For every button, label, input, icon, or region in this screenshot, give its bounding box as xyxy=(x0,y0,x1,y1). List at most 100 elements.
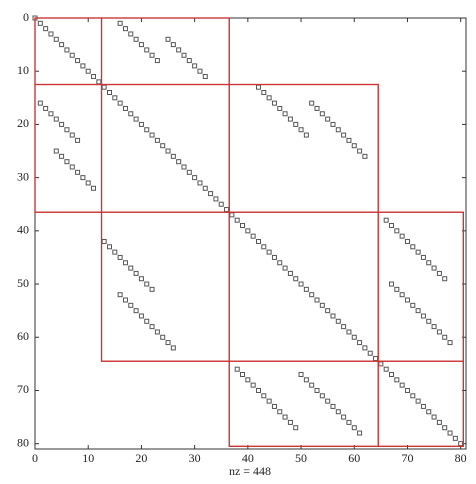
nonzero-marker xyxy=(69,132,75,138)
x-tick-label: 70 xyxy=(401,451,413,465)
nonzero-marker xyxy=(144,127,150,133)
nonzero-marker xyxy=(335,409,341,415)
nonzero-marker xyxy=(325,308,331,314)
nonzero-marker xyxy=(59,121,65,127)
nonzero-marker xyxy=(69,52,75,58)
nonzero-marker xyxy=(314,105,320,111)
nonzero-marker xyxy=(330,403,336,409)
nonzero-marker xyxy=(404,297,410,303)
nonzero-marker xyxy=(133,308,139,314)
nonzero-marker xyxy=(383,366,389,372)
nonzero-marker xyxy=(319,393,325,399)
nonzero-marker xyxy=(298,127,304,133)
nonzero-marker xyxy=(192,175,198,181)
nonzero-marker xyxy=(160,143,166,149)
nonzero-marker xyxy=(250,382,256,388)
nonzero-marker xyxy=(261,89,267,95)
nonzero-marker xyxy=(309,292,315,298)
nonzero-marker xyxy=(282,111,288,117)
nonzero-marker xyxy=(362,153,368,159)
nonzero-marker xyxy=(287,419,293,425)
x-tick-label: 0 xyxy=(32,451,38,465)
nonzero-marker xyxy=(149,286,155,292)
nonzero-marker xyxy=(117,254,123,260)
y-tick-label: 50 xyxy=(17,276,29,290)
plot-frame xyxy=(34,17,467,450)
nonzero-marker xyxy=(431,324,437,330)
nonzero-marker xyxy=(277,105,283,111)
nonzero-marker xyxy=(85,68,91,74)
nonzero-marker xyxy=(117,20,123,26)
nonzero-marker xyxy=(229,212,235,218)
nonzero-marker xyxy=(410,244,416,250)
nonzero-marker xyxy=(335,127,341,133)
nonzero-marker xyxy=(378,361,384,367)
nonzero-marker xyxy=(309,382,315,388)
y-tick-label: 0 xyxy=(23,10,29,24)
nonzero-marker xyxy=(415,398,421,404)
nonzero-marker xyxy=(85,180,91,186)
nonzero-marker xyxy=(245,377,251,383)
nonzero-marker xyxy=(298,281,304,287)
block-box xyxy=(377,211,464,447)
nonzero-marker xyxy=(101,84,107,90)
nonzero-marker xyxy=(176,47,182,53)
nonzero-marker xyxy=(346,329,352,335)
nonzero-marker xyxy=(319,111,325,117)
nonzero-marker xyxy=(197,68,203,74)
nonzero-marker xyxy=(341,414,347,420)
nonzero-marker xyxy=(112,95,118,101)
nonzero-marker xyxy=(144,318,150,324)
nonzero-marker xyxy=(53,36,59,42)
nonzero-marker xyxy=(346,419,352,425)
nonzero-marker xyxy=(133,36,139,42)
nonzero-marker xyxy=(48,111,54,117)
x-tick-label: 60 xyxy=(348,451,360,465)
nonzero-marker xyxy=(298,372,304,378)
nonzero-marker xyxy=(452,435,458,441)
x-tick-label: 50 xyxy=(295,451,307,465)
nonzero-marker xyxy=(399,382,405,388)
y-tick-label: 40 xyxy=(17,223,29,237)
nonzero-marker xyxy=(314,387,320,393)
nonzero-marker xyxy=(165,36,171,42)
x-axis-label: nz = 448 xyxy=(229,464,271,478)
nonzero-marker xyxy=(59,42,65,48)
nonzero-marker xyxy=(293,425,299,431)
nonzero-marker xyxy=(309,100,315,106)
nonzero-marker xyxy=(255,387,261,393)
nonzero-marker xyxy=(330,121,336,127)
nonzero-marker xyxy=(138,276,144,282)
nonzero-marker xyxy=(426,318,432,324)
nonzero-marker xyxy=(420,313,426,319)
nonzero-marker xyxy=(128,302,134,308)
nonzero-marker xyxy=(144,47,150,53)
nonzero-marker xyxy=(106,244,112,250)
nonzero-marker xyxy=(138,313,144,319)
nonzero-marker xyxy=(53,116,59,122)
nonzero-marker xyxy=(287,116,293,122)
nonzero-marker xyxy=(362,345,368,351)
nonzero-marker xyxy=(106,89,112,95)
nonzero-marker xyxy=(202,185,208,191)
nonzero-marker xyxy=(59,153,65,159)
nonzero-marker xyxy=(442,425,448,431)
nonzero-marker xyxy=(415,308,421,314)
nonzero-marker xyxy=(426,409,432,415)
nonzero-marker xyxy=(122,260,128,266)
nonzero-marker xyxy=(357,340,363,346)
y-tick-label: 70 xyxy=(17,382,29,396)
nonzero-marker xyxy=(48,31,54,37)
nonzero-marker xyxy=(69,164,75,170)
nonzero-marker xyxy=(436,270,442,276)
nonzero-marker xyxy=(154,329,160,335)
nonzero-marker xyxy=(170,153,176,159)
nonzero-marker xyxy=(101,238,107,244)
nonzero-marker xyxy=(80,63,86,69)
nonzero-marker xyxy=(325,398,331,404)
nonzero-marker xyxy=(224,207,230,213)
nonzero-marker xyxy=(415,249,421,255)
nonzero-marker xyxy=(128,31,134,37)
nonzero-marker xyxy=(282,414,288,420)
nonzero-marker xyxy=(165,340,171,346)
